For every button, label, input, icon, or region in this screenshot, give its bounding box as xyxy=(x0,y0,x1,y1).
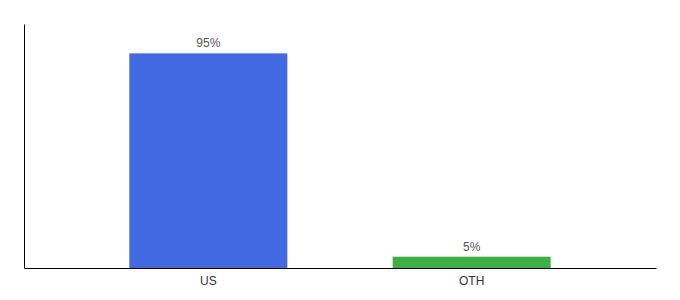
data-label: 95% xyxy=(196,36,220,50)
y-axis xyxy=(24,25,25,269)
data-labels: 95% 5% xyxy=(196,36,480,253)
x-tick: US xyxy=(200,268,217,288)
x-axis: US OTH xyxy=(25,268,657,288)
chart-svg: US OTH 95% 5% xyxy=(0,0,680,300)
x-tick-label: OTH xyxy=(459,274,484,288)
y-axis-line xyxy=(24,25,25,269)
plot: US OTH 95% 5% xyxy=(25,25,657,288)
chart-container: US OTH 95% 5% xyxy=(0,0,680,300)
bar xyxy=(129,53,287,268)
data-label: 5% xyxy=(463,240,481,254)
bar xyxy=(393,257,551,268)
x-tick: OTH xyxy=(459,268,484,288)
x-tick-label: US xyxy=(200,274,217,288)
x-axis-line xyxy=(25,268,657,269)
bars xyxy=(129,53,550,268)
